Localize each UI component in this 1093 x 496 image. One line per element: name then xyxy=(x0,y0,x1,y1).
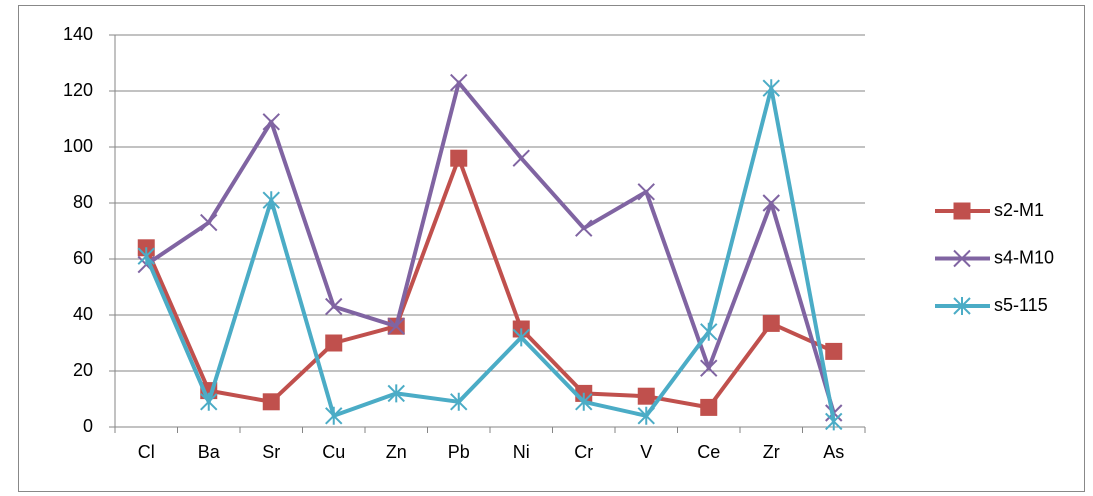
legend-label: s5-115 xyxy=(994,295,1048,315)
x-tick-label: V xyxy=(640,442,652,462)
x-tick-label: Cu xyxy=(322,442,345,462)
x-tick-label: Zr xyxy=(763,442,780,462)
marker xyxy=(451,150,467,166)
y-tick-label: 100 xyxy=(63,136,93,156)
marker xyxy=(763,315,779,331)
chart: 0 20 40 60 80 100 120 140 Cl Ba Sr Cu Zn Pb Ni Cr V Ce Zr A… xyxy=(0,0,1093,496)
y-tick-label: 0 xyxy=(83,416,93,436)
chart-border xyxy=(19,6,1085,492)
x-tick-label: As xyxy=(823,442,844,462)
x-tick-label: Ni xyxy=(513,442,530,462)
marker xyxy=(826,343,842,359)
y-tick-label: 80 xyxy=(73,192,93,212)
x-tick-label: Pb xyxy=(448,442,470,462)
marker xyxy=(954,203,970,219)
marker xyxy=(326,335,342,351)
x-tick-label: Zn xyxy=(386,442,407,462)
marker xyxy=(701,399,717,415)
y-tick-label: 120 xyxy=(63,80,93,100)
marker xyxy=(263,394,279,410)
y-tick-label: 140 xyxy=(63,24,93,44)
x-tick-label: Cr xyxy=(574,442,593,462)
legend-label: s4-M10 xyxy=(994,247,1054,267)
y-tick-label: 40 xyxy=(73,304,93,324)
y-tick-label: 60 xyxy=(73,248,93,268)
x-tick-label: Sr xyxy=(262,442,280,462)
x-tick-label: Ce xyxy=(697,442,720,462)
x-tick-label: Cl xyxy=(138,442,155,462)
y-tick-label: 20 xyxy=(73,360,93,380)
legend-label: s2-M1 xyxy=(994,200,1044,220)
marker xyxy=(638,388,654,404)
x-tick-label: Ba xyxy=(198,442,221,462)
